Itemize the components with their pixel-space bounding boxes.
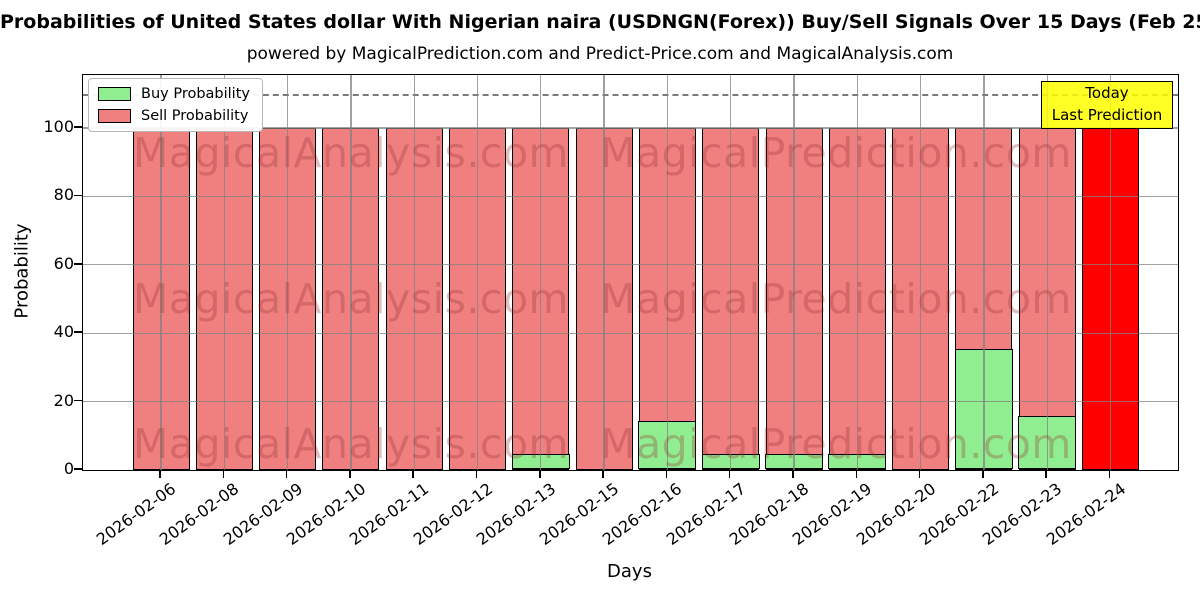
today-annotation-line1: Today: [1085, 84, 1129, 103]
watermark-analysis-row1: MagicalAnalysis.com: [133, 129, 569, 177]
h-gridline-80: [83, 195, 1178, 198]
x-tick-mark-2026-02-15: [602, 470, 604, 478]
sell-color-swatch: [98, 109, 131, 123]
x-tick-mark-2026-02-11: [412, 470, 414, 478]
v-gridline-2026-02-22: [983, 75, 985, 470]
v-gridline-2026-02-16: [666, 75, 669, 470]
h-gridline-60: [83, 264, 1178, 266]
x-tick-mark-2026-02-24: [1108, 470, 1111, 478]
h-gridline-40: [83, 332, 1178, 334]
v-gridline-2026-02-23: [1046, 75, 1048, 470]
x-tick-mark-2026-02-18: [792, 470, 794, 478]
x-tick-mark-2026-02-10: [349, 470, 351, 478]
v-gridline-2026-02-18: [793, 75, 795, 470]
v-gridline-2026-02-15: [603, 75, 605, 470]
dashed-reference-line: [83, 93, 1178, 96]
v-gridline-2026-02-20: [919, 75, 922, 470]
legend-label-buy: Buy Probability: [141, 86, 250, 102]
x-tick-mark-2026-02-08: [222, 470, 225, 478]
x-tick-mark-2026-02-16: [665, 470, 668, 478]
today-annotation-line2: Last Prediction: [1051, 106, 1163, 124]
v-gridline-2026-02-10: [350, 75, 352, 470]
today-annotation: Today Last Prediction: [1041, 81, 1173, 129]
v-gridline-2026-02-09: [286, 75, 289, 470]
x-tick-mark-2026-02-06: [159, 470, 161, 478]
chart-subtitle: powered by MagicalPrediction.com and Pre…: [246, 44, 954, 64]
v-gridline-2026-02-24: [1109, 75, 1112, 470]
v-gridline-2026-02-06: [160, 75, 162, 470]
chart-title: Probabilities of United States dollar Wi…: [0, 11, 1200, 33]
y-axis-label: Probability: [11, 223, 33, 319]
v-gridline-2026-02-11: [413, 75, 415, 470]
y-tick-mark-20: [74, 399, 82, 402]
v-gridline-2026-02-12: [476, 75, 479, 470]
watermark-prediction-row1: MagicalPrediction.com: [600, 129, 1072, 177]
y-tick-label-60: 60: [53, 253, 74, 273]
x-tick-mark-2026-02-17: [728, 470, 731, 478]
watermark-analysis-row2: MagicalAnalysis.com: [133, 275, 569, 323]
h-gridline-20: [83, 400, 1178, 403]
y-tick-mark-60: [74, 263, 82, 265]
buy-color-swatch: [98, 87, 131, 101]
watermark-analysis-row3: MagicalAnalysis.com: [133, 420, 569, 468]
x-tick-mark-2026-02-12: [475, 470, 478, 478]
y-tick-mark-80: [74, 194, 82, 197]
x-tick-mark-2026-02-09: [285, 470, 288, 478]
v-gridline-2026-02-19: [856, 75, 858, 470]
y-tick-label-20: 20: [53, 390, 74, 410]
v-gridline-2026-02-13: [540, 75, 542, 470]
x-axis-label: Days: [607, 561, 652, 582]
x-tick-mark-2026-02-22: [982, 470, 984, 478]
y-tick-label-40: 40: [53, 322, 74, 342]
y-tick-label-0: 0: [63, 459, 74, 478]
y-tick-mark-100: [74, 126, 82, 128]
watermark-prediction-row2: MagicalPrediction.com: [600, 275, 1072, 323]
legend: Buy Probability Sell Probability: [88, 78, 263, 132]
x-tick-mark-2026-02-23: [1045, 470, 1047, 478]
y-tick-mark-40: [74, 331, 82, 333]
y-tick-label-80: 80: [53, 185, 74, 205]
h-gridline-100: [83, 127, 1178, 129]
v-gridline-2026-02-17: [730, 75, 732, 470]
x-tick-mark-2026-02-20: [918, 470, 921, 478]
legend-label-sell: Sell Probability: [141, 108, 249, 124]
y-tick-mark-0: [74, 468, 82, 470]
watermark-prediction-row3: MagicalPrediction.com: [600, 420, 1072, 468]
x-tick-mark-2026-02-19: [855, 470, 858, 478]
plot-area: MagicalAnalysis.com MagicalPrediction.com…: [82, 74, 1179, 471]
x-tick-mark-2026-02-13: [539, 470, 541, 478]
legend-item-sell: Sell Probability: [98, 108, 250, 124]
y-tick-label-100: 100: [43, 117, 74, 136]
legend-item-buy: Buy Probability: [98, 86, 250, 102]
v-gridline-2026-02-08: [223, 75, 225, 470]
